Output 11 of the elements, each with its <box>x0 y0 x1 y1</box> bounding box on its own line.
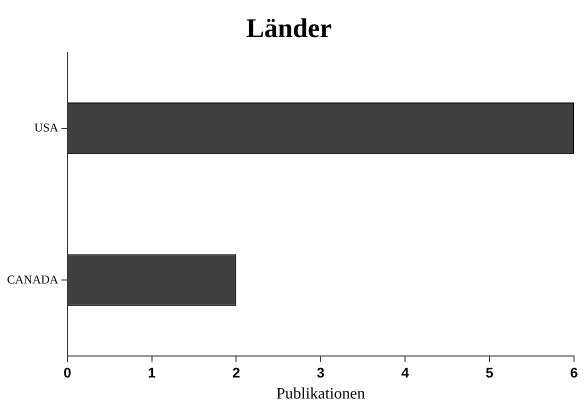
x-tick-label: 5 <box>486 364 494 380</box>
x-tick-label: 1 <box>148 364 156 380</box>
x-tick-label: 2 <box>232 364 240 380</box>
y-tick-label: USA <box>34 120 59 134</box>
x-tick-label: 4 <box>401 364 410 380</box>
x-tick-label: 6 <box>570 364 578 380</box>
chart-title: Länder <box>246 13 332 44</box>
x-axis-title: Publikationen <box>276 386 366 403</box>
y-tick-label: CANADA <box>6 272 59 286</box>
x-tick-label: 3 <box>316 364 325 380</box>
x-tick-label: 0 <box>63 364 72 380</box>
